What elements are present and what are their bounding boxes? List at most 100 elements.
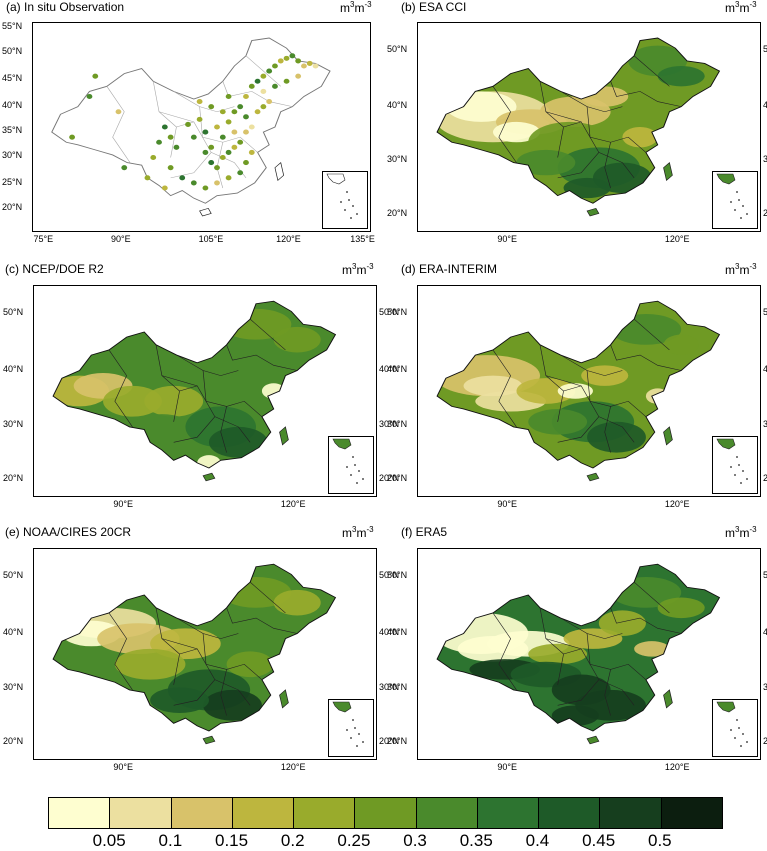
- panel-title: (c) NCEP/DOE R2: [5, 262, 104, 276]
- colorbar-swatch: [661, 798, 722, 828]
- colorbar: [48, 797, 723, 829]
- lon-tick-label: 120°E: [280, 499, 306, 509]
- province-border: [176, 121, 194, 128]
- station-dot: [260, 73, 267, 79]
- station-dot: [237, 104, 244, 110]
- province-border: [155, 344, 180, 422]
- lat-tick-label-right: 20°N: [763, 208, 767, 219]
- colorbar-label: 0.5: [647, 831, 672, 850]
- station-dot: [225, 93, 232, 100]
- station-dot: [231, 129, 238, 135]
- province-border: [199, 106, 258, 153]
- lon-tick-label: 105°E: [198, 234, 224, 244]
- lat-tick-label: 50°N: [3, 570, 24, 581]
- station-dot: [190, 134, 197, 140]
- lat-tick-label: 30°N: [387, 154, 408, 165]
- field-patch: [463, 375, 523, 397]
- lat-tick-label: 20°N: [2, 202, 23, 213]
- lat-tick-label: 40°N: [387, 364, 408, 374]
- province-border: [633, 55, 670, 87]
- lat-tick-label: 20°N: [3, 736, 24, 747]
- lat-tick-label-right: 40°N: [763, 364, 767, 374]
- map-svg: [51, 37, 331, 217]
- hainan-island: [202, 735, 216, 745]
- province-border: [220, 669, 227, 716]
- lon-tick-label: 90°E: [113, 762, 133, 772]
- lat-tick-label: 30°N: [387, 681, 408, 692]
- province-border: [539, 607, 564, 685]
- station-dot: [301, 63, 307, 69]
- province-border: [492, 349, 517, 428]
- colorbar-label: 0.2: [280, 831, 305, 850]
- province-border: [249, 318, 286, 351]
- south-china-sea-inset: [712, 171, 758, 229]
- map-frame: [33, 548, 377, 760]
- field-patch: [516, 149, 576, 176]
- lat-tick-label: 50°N: [387, 307, 408, 318]
- station-dot: [306, 60, 313, 66]
- province-border: [161, 375, 216, 443]
- station-dot: [219, 154, 226, 161]
- lat-tick-label-right: 50°N: [763, 307, 767, 318]
- station-dot: [254, 109, 261, 115]
- station-dot: [248, 83, 255, 89]
- station-dot: [283, 78, 290, 84]
- field-patch: [657, 65, 705, 87]
- lat-tick-label: 35°N: [2, 125, 23, 136]
- field-patch: [203, 689, 262, 721]
- province-border: [604, 142, 611, 189]
- station-dot: [150, 154, 157, 161]
- lat-tick-label: 30°N: [387, 418, 408, 429]
- province-border: [222, 81, 293, 107]
- colorbar-label: 0.45: [582, 831, 616, 850]
- lat-tick-label: 45°N: [2, 73, 23, 84]
- colorbar-swatch: [171, 798, 233, 828]
- lat-tick-label-right: 20°N: [763, 473, 767, 484]
- field-patch: [663, 334, 699, 356]
- map-svg: [436, 300, 721, 482]
- province-border: [106, 86, 131, 163]
- lat-tick-label-right: 40°N: [763, 627, 767, 637]
- lat-tick-label: 30°N: [2, 150, 23, 161]
- station-dot: [144, 175, 151, 181]
- lon-tick-label: 120°E: [280, 762, 306, 772]
- lon-tick-label: 135°E: [350, 234, 375, 244]
- province-border: [604, 406, 611, 453]
- station-dot: [225, 119, 232, 125]
- taiwan-island: [663, 426, 673, 446]
- colorbar-swatch: [232, 798, 295, 828]
- station-dot: [208, 160, 215, 166]
- lat-tick-label-right: 40°N: [379, 364, 400, 374]
- station-dot: [237, 139, 244, 145]
- lat-tick-label: 20°N: [3, 473, 24, 484]
- province-border: [563, 121, 582, 128]
- station-dot: [289, 53, 296, 59]
- lat-tick-label: 20°N: [387, 473, 408, 484]
- lat-tick-label: 20°N: [387, 208, 408, 219]
- lat-tick-label: 25°N: [2, 177, 23, 188]
- station-dot: [115, 109, 122, 115]
- field-patch: [150, 687, 209, 714]
- station-dot: [208, 144, 215, 150]
- station-dot: [243, 114, 249, 120]
- lat-tick-label: 50°N: [3, 307, 24, 318]
- province-border: [492, 612, 517, 691]
- station-dot: [260, 104, 267, 110]
- field-patch: [132, 414, 192, 440]
- province-border: [214, 679, 251, 706]
- province-border: [539, 81, 564, 158]
- station-dot: [225, 149, 232, 155]
- lat-tick-label: 50°N: [2, 46, 23, 57]
- province-border: [214, 416, 251, 443]
- lat-tick-label: 40°N: [3, 627, 24, 637]
- colorbar-swatch: [539, 798, 601, 828]
- panel-title: (d) ERA-INTERIM: [401, 262, 497, 276]
- station-dot: [243, 129, 249, 135]
- lat-tick-label-right: 50°N: [763, 570, 767, 581]
- south-china-sea-inset: [712, 436, 758, 494]
- map-svg: [436, 563, 721, 745]
- field-patch: [563, 628, 623, 649]
- station-dot: [202, 185, 209, 191]
- province-border: [492, 86, 517, 163]
- colorbar-label: 0.35: [459, 831, 493, 850]
